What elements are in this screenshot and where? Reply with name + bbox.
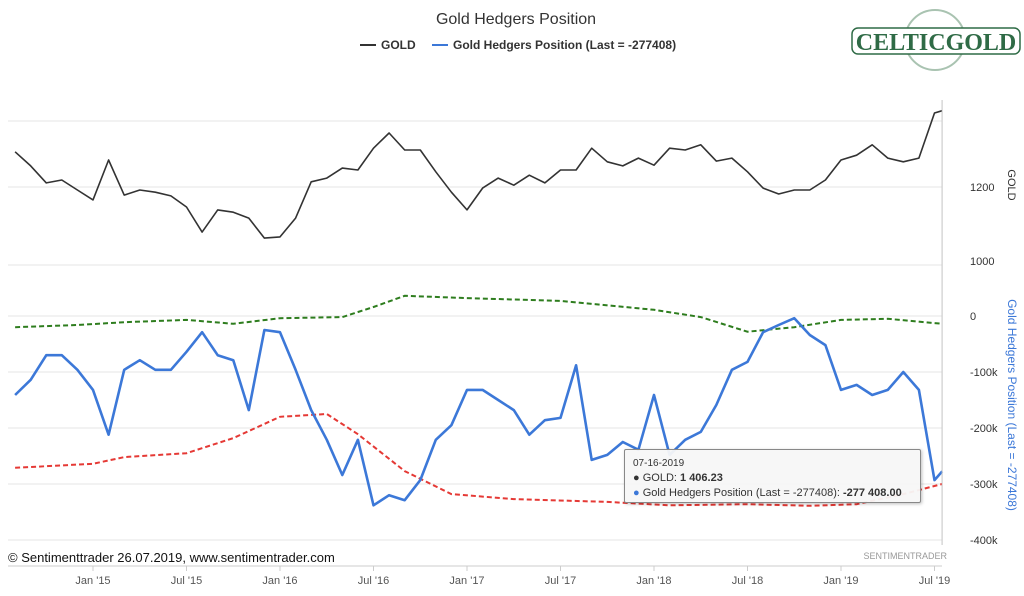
x-tick-label: Jan '15: [75, 575, 110, 587]
x-tick-label: Jan '18: [636, 575, 671, 587]
hedgers-tick-label: -200k: [970, 423, 998, 435]
tooltip-gold: ● GOLD: 1 406.23: [633, 472, 723, 484]
tooltip-hedgers: ● Gold Hedgers Position (Last = -277408)…: [633, 487, 902, 499]
tooltip-date: 07-16-2019: [633, 458, 685, 469]
gold-axis-label: GOLD: [1005, 169, 1017, 200]
legend-hedgers[interactable]: Gold Hedgers Position (Last = -277408): [453, 38, 676, 52]
gold-tick-label: 1000: [970, 256, 994, 268]
x-tick-label: Jan '16: [262, 575, 297, 587]
watermark: SENTIMENTRADER: [863, 551, 947, 561]
series-lines: [14, 100, 944, 545]
x-tick-label: Jul '18: [732, 575, 763, 587]
x-tick-label: Jul '15: [171, 575, 202, 587]
tooltip-hedgers-label: Gold Hedgers Position (Last = -277408):: [642, 487, 843, 499]
logo-frame: [851, 27, 1021, 55]
x-tick-label: Jul '16: [358, 575, 389, 587]
x-tick-label: Jan '17: [449, 575, 484, 587]
x-tick-label: Jul '19: [919, 575, 950, 587]
lower-band-line: [15, 412, 943, 507]
hedgers-axis-label: Gold Hedgers Position (Last = -277408): [1005, 299, 1019, 511]
logo: CELTICGOLD: [851, 9, 1021, 71]
legend-gold[interactable]: GOLD: [381, 38, 416, 52]
gold-line[interactable]: [14, 109, 943, 239]
hedgers-tick-label: -100k: [970, 367, 998, 379]
tooltip-gold-value: 1 406.23: [680, 472, 723, 484]
tooltip-hedgers-value: -277 408.00: [842, 487, 902, 499]
axes: 1200 1000 0 -100k -200k -300k -400k Jan '15 Jul …: [8, 182, 998, 587]
x-tick-label: Jan '19: [823, 575, 858, 587]
tooltip: 07-16-2019 ● GOLD: 1 406.23 ● Gold Hedge…: [624, 449, 921, 503]
gold-tick-label: 1200: [970, 182, 994, 194]
tooltip-gold-label: GOLD:: [642, 472, 681, 484]
hedgers-tick-label: 0: [970, 311, 976, 323]
logo-text: CELTICGOLD: [856, 30, 1017, 56]
chart-title: Gold Hedgers Position: [436, 11, 596, 28]
x-tick-label: Jul '17: [545, 575, 576, 587]
credit: © Sentimenttrader 26.07.2019, www.sentim…: [8, 550, 335, 565]
legend[interactable]: GOLD Gold Hedgers Position (Last = -2774…: [360, 38, 676, 52]
hedgers-tick-label: -300k: [970, 479, 998, 491]
hedgers-tick-label: -400k: [970, 535, 998, 547]
hedgers-line[interactable]: [14, 316, 944, 507]
